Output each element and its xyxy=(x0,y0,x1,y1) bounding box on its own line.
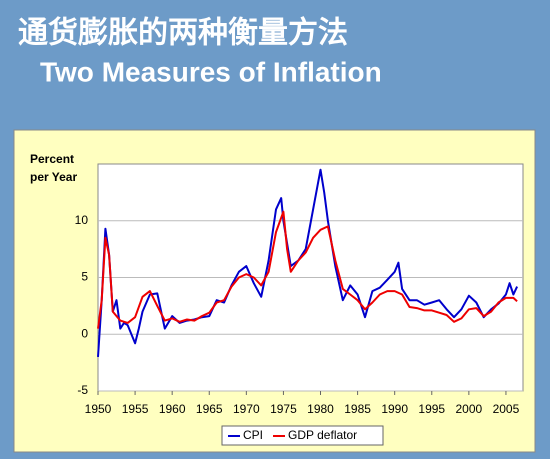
y-tick-label: 5 xyxy=(81,270,88,284)
y-tick-label: -5 xyxy=(77,383,88,397)
series-line xyxy=(97,210,518,329)
y-axis-label: per Year xyxy=(30,170,77,184)
y-tick-label: 10 xyxy=(75,213,89,227)
legend-label: CPI xyxy=(243,428,263,442)
x-tick-label: 1950 xyxy=(85,402,112,416)
y-tick-label: 0 xyxy=(81,326,88,340)
legend xyxy=(221,425,384,446)
x-tick-label: 2005 xyxy=(493,402,520,416)
x-tick-label: 1955 xyxy=(122,402,149,416)
x-tick-label: 1975 xyxy=(270,402,297,416)
series-line xyxy=(97,168,519,357)
x-tick-label: 2000 xyxy=(456,402,483,416)
x-tick-label: 1960 xyxy=(159,402,186,416)
y-axis-label: Percent xyxy=(30,152,74,166)
x-tick-label: 1990 xyxy=(381,402,408,416)
x-tick-label: 1995 xyxy=(418,402,445,416)
x-tick-label: 1965 xyxy=(196,402,223,416)
chart-title: 通货膨胀的两种衡量方法 xyxy=(18,16,348,51)
x-tick-label: 1970 xyxy=(233,402,260,416)
chart-subtitle: Two Measures of Inflation xyxy=(40,56,382,87)
legend-label: GDP deflator xyxy=(288,428,357,442)
x-tick-label: 1985 xyxy=(344,402,371,416)
x-tick-label: 1980 xyxy=(307,402,334,416)
